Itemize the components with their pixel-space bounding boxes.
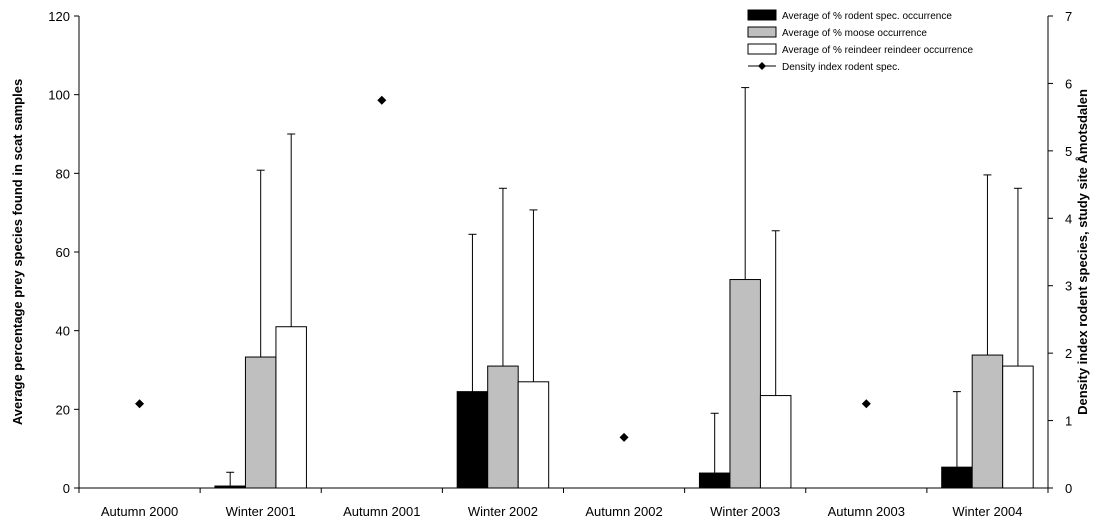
density-point (619, 432, 629, 442)
x-tick-label: Winter 2002 (468, 504, 538, 519)
y2-axis-title: Density index rodent species, study site… (1075, 89, 1090, 415)
y2-tick-label: 3 (1065, 279, 1072, 294)
legend-label: Density index rodent spec. (782, 62, 900, 73)
y2-tick-label: 5 (1065, 144, 1072, 159)
legend-swatch (747, 9, 777, 21)
axes (74, 15, 1053, 493)
bar (759, 395, 792, 489)
y2-tick-label: 7 (1065, 9, 1072, 24)
y2-tick-label: 6 (1065, 76, 1072, 91)
y-tick-label: 120 (48, 9, 70, 24)
y-tick-label: 80 (56, 166, 70, 181)
y-axis-title: Average percentage prey species found in… (10, 79, 25, 425)
bar (214, 485, 246, 489)
bars (214, 279, 1034, 489)
error-bars (226, 87, 1022, 487)
legend-label: Average of % rodent spec. occurrence (782, 11, 952, 22)
x-tick-label: Autumn 2002 (585, 504, 662, 519)
bar (456, 391, 489, 489)
density-points (135, 95, 871, 442)
x-tick-label: Winter 2004 (952, 504, 1022, 519)
legend: Average of % rodent spec. occurrence Aver… (747, 9, 973, 73)
tick-labels: 0 20 40 60 80 100 120 0 1 2 3 4 5 6 7 Autumn 2000 Winter… (48, 9, 1072, 519)
x-tick-label: Autumn 2000 (101, 504, 178, 519)
density-point (135, 399, 145, 409)
bar (971, 354, 1004, 489)
x-tick-label: Autumn 2001 (343, 504, 420, 519)
y-tick-label: 60 (56, 245, 70, 260)
bar (941, 466, 973, 489)
bar (1002, 365, 1034, 489)
legend-label: Average of % moose occurrence (782, 28, 927, 39)
bar (698, 472, 731, 489)
y-tick-label: 0 (63, 481, 70, 496)
legend-label: Average of % reindeer reindeer occurrenc… (782, 45, 973, 56)
legend-marker (758, 62, 766, 70)
bar (517, 381, 550, 489)
legend-swatch (747, 26, 777, 38)
x-tick-label: Winter 2001 (226, 504, 296, 519)
legend-swatch (747, 43, 777, 55)
y-tick-label: 20 (56, 402, 70, 417)
x-tick-label: Winter 2003 (710, 504, 780, 519)
y-tick-label: 100 (48, 88, 70, 103)
y2-tick-label: 0 (1065, 481, 1072, 496)
bar (275, 326, 307, 489)
y-tick-label: 40 (56, 324, 70, 339)
bar (729, 279, 761, 489)
bar (487, 365, 519, 489)
density-point (861, 399, 871, 409)
density-point (377, 95, 387, 105)
x-tick-label: Autumn 2003 (828, 504, 905, 519)
y2-tick-label: 2 (1065, 346, 1072, 361)
y2-tick-label: 4 (1065, 211, 1072, 226)
bar (244, 356, 277, 489)
y2-tick-label: 1 (1065, 414, 1072, 429)
